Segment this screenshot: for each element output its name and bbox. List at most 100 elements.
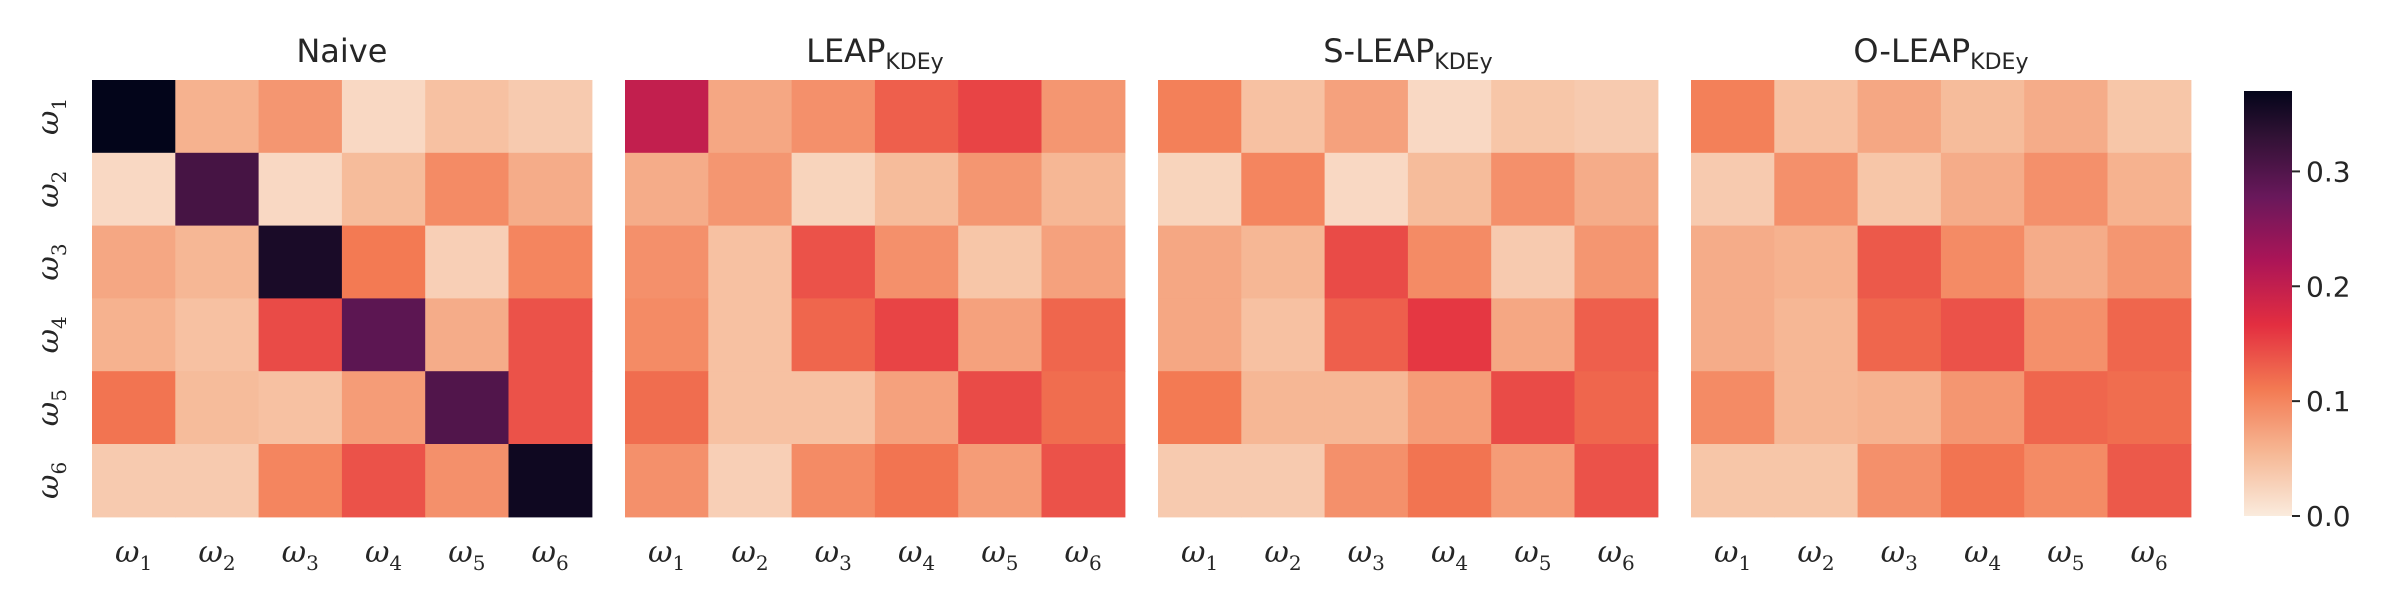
- colorbar-tick-label: 0.1: [2306, 385, 2351, 418]
- colorbar-tick-label: 0.0: [2306, 500, 2351, 533]
- x-tick-label: ω2: [731, 535, 768, 575]
- heatmap-cell: [958, 444, 1043, 518]
- heatmap-cell: [625, 298, 709, 372]
- heatmap-cell: [791, 371, 876, 445]
- heatmap-cell: [708, 152, 793, 227]
- heatmap-cell: [791, 444, 876, 518]
- heatmap-cell: [874, 225, 959, 299]
- heatmap-cell: [1491, 225, 1576, 299]
- x-tick-label: ω1: [1714, 535, 1751, 575]
- heatmap-cell: [874, 80, 959, 154]
- heatmap-cell: [258, 80, 343, 154]
- heatmap-cell: [1041, 225, 1126, 299]
- heatmap-cell: [1774, 80, 1859, 154]
- heatmap-cell: [1407, 225, 1492, 299]
- heatmap-cell: [341, 371, 426, 445]
- heatmap-cell: [1241, 225, 1326, 299]
- heatmap-cell: [175, 152, 260, 227]
- heatmap-cell: [341, 444, 426, 518]
- heatmap-cell: [1041, 152, 1126, 227]
- x-tick-label: ω2: [198, 535, 235, 575]
- y-tick-label: ω6: [31, 462, 71, 499]
- x-tick-label: ω6: [2131, 535, 2168, 575]
- heatmap-cell: [425, 298, 510, 372]
- heatmap-cell: [1774, 298, 1859, 372]
- heatmap-cell: [2024, 152, 2109, 227]
- heatmap-cell: [708, 80, 793, 154]
- heatmap-cell: [874, 298, 959, 372]
- heatmap-cell: [708, 225, 793, 299]
- heatmap-cell: [1491, 80, 1576, 154]
- heatmap-cell: [1574, 225, 1659, 299]
- heatmap-cell: [1158, 444, 1242, 518]
- heatmap-cell: [1940, 444, 2025, 518]
- heatmap-cell: [1241, 444, 1326, 518]
- heatmap-cell: [1324, 80, 1409, 154]
- heatmap-cell: [1857, 298, 1942, 372]
- x-tick-label: ω5: [448, 535, 485, 575]
- heatmap-panel: LEAPKDEy ω1 ω2 ω3 ω4 ω5 ω6: [625, 32, 1126, 575]
- heatmap-cell: [708, 371, 793, 445]
- heatmap-cell: [625, 444, 709, 518]
- heatmap-cell: [874, 152, 959, 227]
- heatmap-cell: [1574, 152, 1659, 227]
- heatmap-cell: [1691, 80, 1775, 154]
- heatmap-cell: [1407, 80, 1492, 154]
- heatmap-cell: [1857, 80, 1942, 154]
- heatmap-cell: [874, 371, 959, 445]
- heatmap-cell: [508, 444, 593, 518]
- heatmap-cell: [791, 152, 876, 227]
- panel-title: S-LEAPKDEy: [1323, 32, 1492, 75]
- heatmap-cell: [1158, 152, 1242, 227]
- y-tick-label: ω4: [31, 316, 71, 353]
- heatmap-cell: [1691, 225, 1775, 299]
- heatmap-cell: [1691, 371, 1775, 445]
- heatmap-cell: [92, 371, 176, 445]
- heatmap-cell: [1324, 152, 1409, 227]
- heatmap-cell: [2107, 225, 2192, 299]
- heatmap-panel: O-LEAPKDEy ω1 ω2 ω3 ω4 ω5 ω6: [1691, 32, 2192, 575]
- heatmap-cell: [1574, 80, 1659, 154]
- heatmap-cell: [425, 225, 510, 299]
- heatmap-cell: [1691, 444, 1775, 518]
- heatmap-cell: [958, 80, 1043, 154]
- heatmap-cell: [1940, 371, 2025, 445]
- heatmap-cell: [958, 298, 1043, 372]
- heatmap-cell: [1574, 371, 1659, 445]
- heatmap-cell: [175, 444, 260, 518]
- heatmap-cell: [2024, 80, 2109, 154]
- x-tick-label: ω2: [1797, 535, 1834, 575]
- heatmap-cell: [1158, 225, 1242, 299]
- heatmap-cell: [508, 152, 593, 227]
- heatmap-cell: [425, 371, 510, 445]
- heatmap-cell: [958, 371, 1043, 445]
- heatmap-cell: [1041, 298, 1126, 372]
- heatmap-cell: [625, 80, 709, 154]
- heatmap-cell: [2024, 444, 2109, 518]
- heatmap-cell: [341, 225, 426, 299]
- heatmap-cell: [92, 444, 176, 518]
- x-tick-label: ω4: [1964, 535, 2001, 575]
- heatmap-cell: [2024, 225, 2109, 299]
- heatmap-cell: [508, 80, 593, 154]
- heatmap-cell: [2107, 444, 2192, 518]
- heatmap-cell: [341, 80, 426, 154]
- heatmap-cell: [1158, 80, 1242, 154]
- heatmap-cell: [1407, 298, 1492, 372]
- heatmap-cell: [1407, 371, 1492, 445]
- heatmap-cell: [1857, 152, 1942, 227]
- heatmap-cell: [1774, 444, 1859, 518]
- heatmap-cell: [258, 152, 343, 227]
- x-tick-label: ω6: [532, 535, 569, 575]
- heatmap-cell: [1491, 298, 1576, 372]
- x-tick-label: ω4: [365, 535, 402, 575]
- heatmap-cell: [1574, 298, 1659, 372]
- heatmap-cell: [92, 152, 176, 227]
- heatmap-cell: [1491, 444, 1576, 518]
- heatmap-cell: [1324, 371, 1409, 445]
- heatmap-cell: [1940, 225, 2025, 299]
- heatmap-cell: [258, 444, 343, 518]
- heatmap-cell: [1691, 298, 1775, 372]
- heatmap-cell: [1158, 371, 1242, 445]
